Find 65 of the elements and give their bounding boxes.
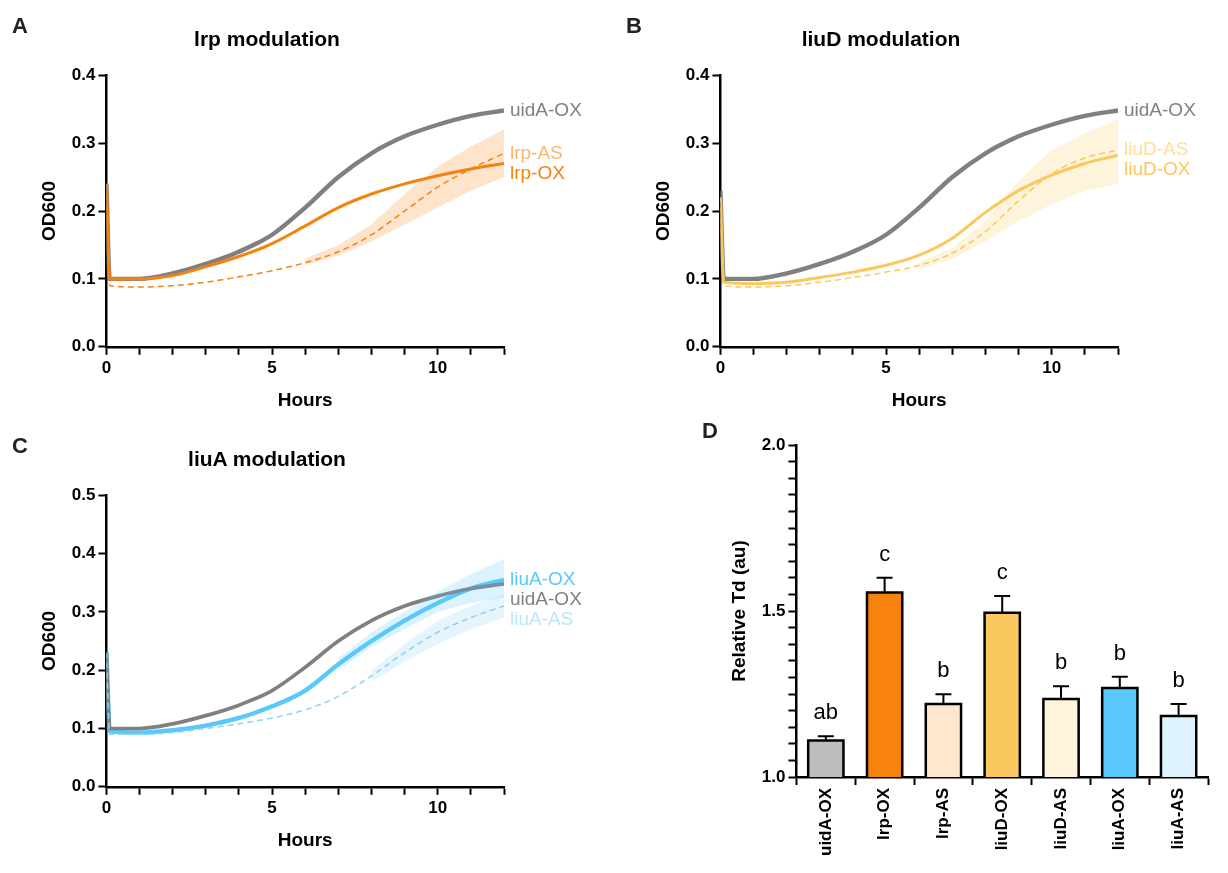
data-label: b [1113,639,1126,665]
y-tick-label: 0.4 [685,64,710,84]
x-tick-label: lrp-AS [933,788,953,840]
data-label: b [937,657,950,683]
x-tick-label: liuD-OX [991,787,1011,851]
y-tick-label: 0.1 [71,718,96,738]
series-label: liuA-AS [510,608,574,629]
line-series [106,605,504,736]
x-tick-label: liuA-AS [1168,788,1188,850]
x-tick-label: 5 [267,357,277,377]
x-axis-title: Hours [277,828,333,850]
x-tick-label: 5 [881,357,891,377]
y-tick-label: 0.0 [71,776,96,796]
y-tick-label: 1.0 [761,766,786,786]
chart-title: liuD modulation [801,27,961,51]
x-axis-title: Hours [891,388,947,410]
y-tick-label: 0.3 [685,132,710,152]
x-tick-label: lrp-OX [874,787,894,840]
text: B [626,13,642,39]
x-tick-label: 10 [428,797,448,817]
y-tick-label: 0.4 [71,64,96,84]
x-tick-label: 5 [267,797,277,817]
y-tick-label: 1.5 [761,600,786,620]
x-tick-label: 0 [101,797,112,817]
x-tick-label: 0 [101,357,112,377]
x-tick-label: 10 [1042,357,1062,377]
text: C [12,433,28,459]
chart-title: lrp modulation [194,27,340,51]
y-axis-title: OD600 [651,180,673,242]
y-tick-label: 0.3 [71,601,96,621]
series-label: uidA-OX [510,588,583,609]
series-label: lrp-AS [510,141,563,163]
y-tick-label: 2.0 [761,434,786,454]
series-label: liuD-AS [1124,138,1189,160]
y-tick-label: 0.3 [71,132,96,152]
y-axis-title: Relative Td (au) [727,540,749,682]
data-label: b [1172,667,1185,693]
y-tick-label: 0.0 [71,336,96,356]
data-label: c [996,559,1008,585]
y-tick-label: 0.2 [71,659,96,679]
series-label: liuA-OX [510,568,576,589]
chart-title: liuA modulation [188,447,346,471]
data-label: c [879,540,891,566]
x-tick-label: 0 [715,357,726,377]
y-axis-title: OD600 [37,180,59,242]
y-tick-label: 0.5 [71,484,96,504]
x-tick-label: liuD-AS [1050,788,1070,850]
text: D [702,418,718,444]
series-label: uidA-OX [1124,98,1197,120]
x-tick-label: liuA-OX [1109,787,1129,851]
series-label: liuD-OX [1124,158,1191,180]
x-tick-label: 10 [428,357,448,377]
y-tick-label: 0.1 [71,268,96,288]
y-axis-title: OD600 [37,610,59,672]
y-tick-label: 0.2 [71,200,96,220]
x-axis-title: Hours [277,388,333,410]
x-tick-label: uidA-OX [815,787,835,857]
text: A [12,13,28,39]
y-tick-label: 0.1 [685,268,710,288]
y-tick-label: 0.0 [685,336,710,356]
y-tick-label: 0.4 [71,543,96,563]
data-label: b [1054,649,1068,675]
data-label: ab [813,699,839,725]
y-tick-label: 0.2 [685,200,710,220]
series-label: uidA-OX [510,98,583,120]
